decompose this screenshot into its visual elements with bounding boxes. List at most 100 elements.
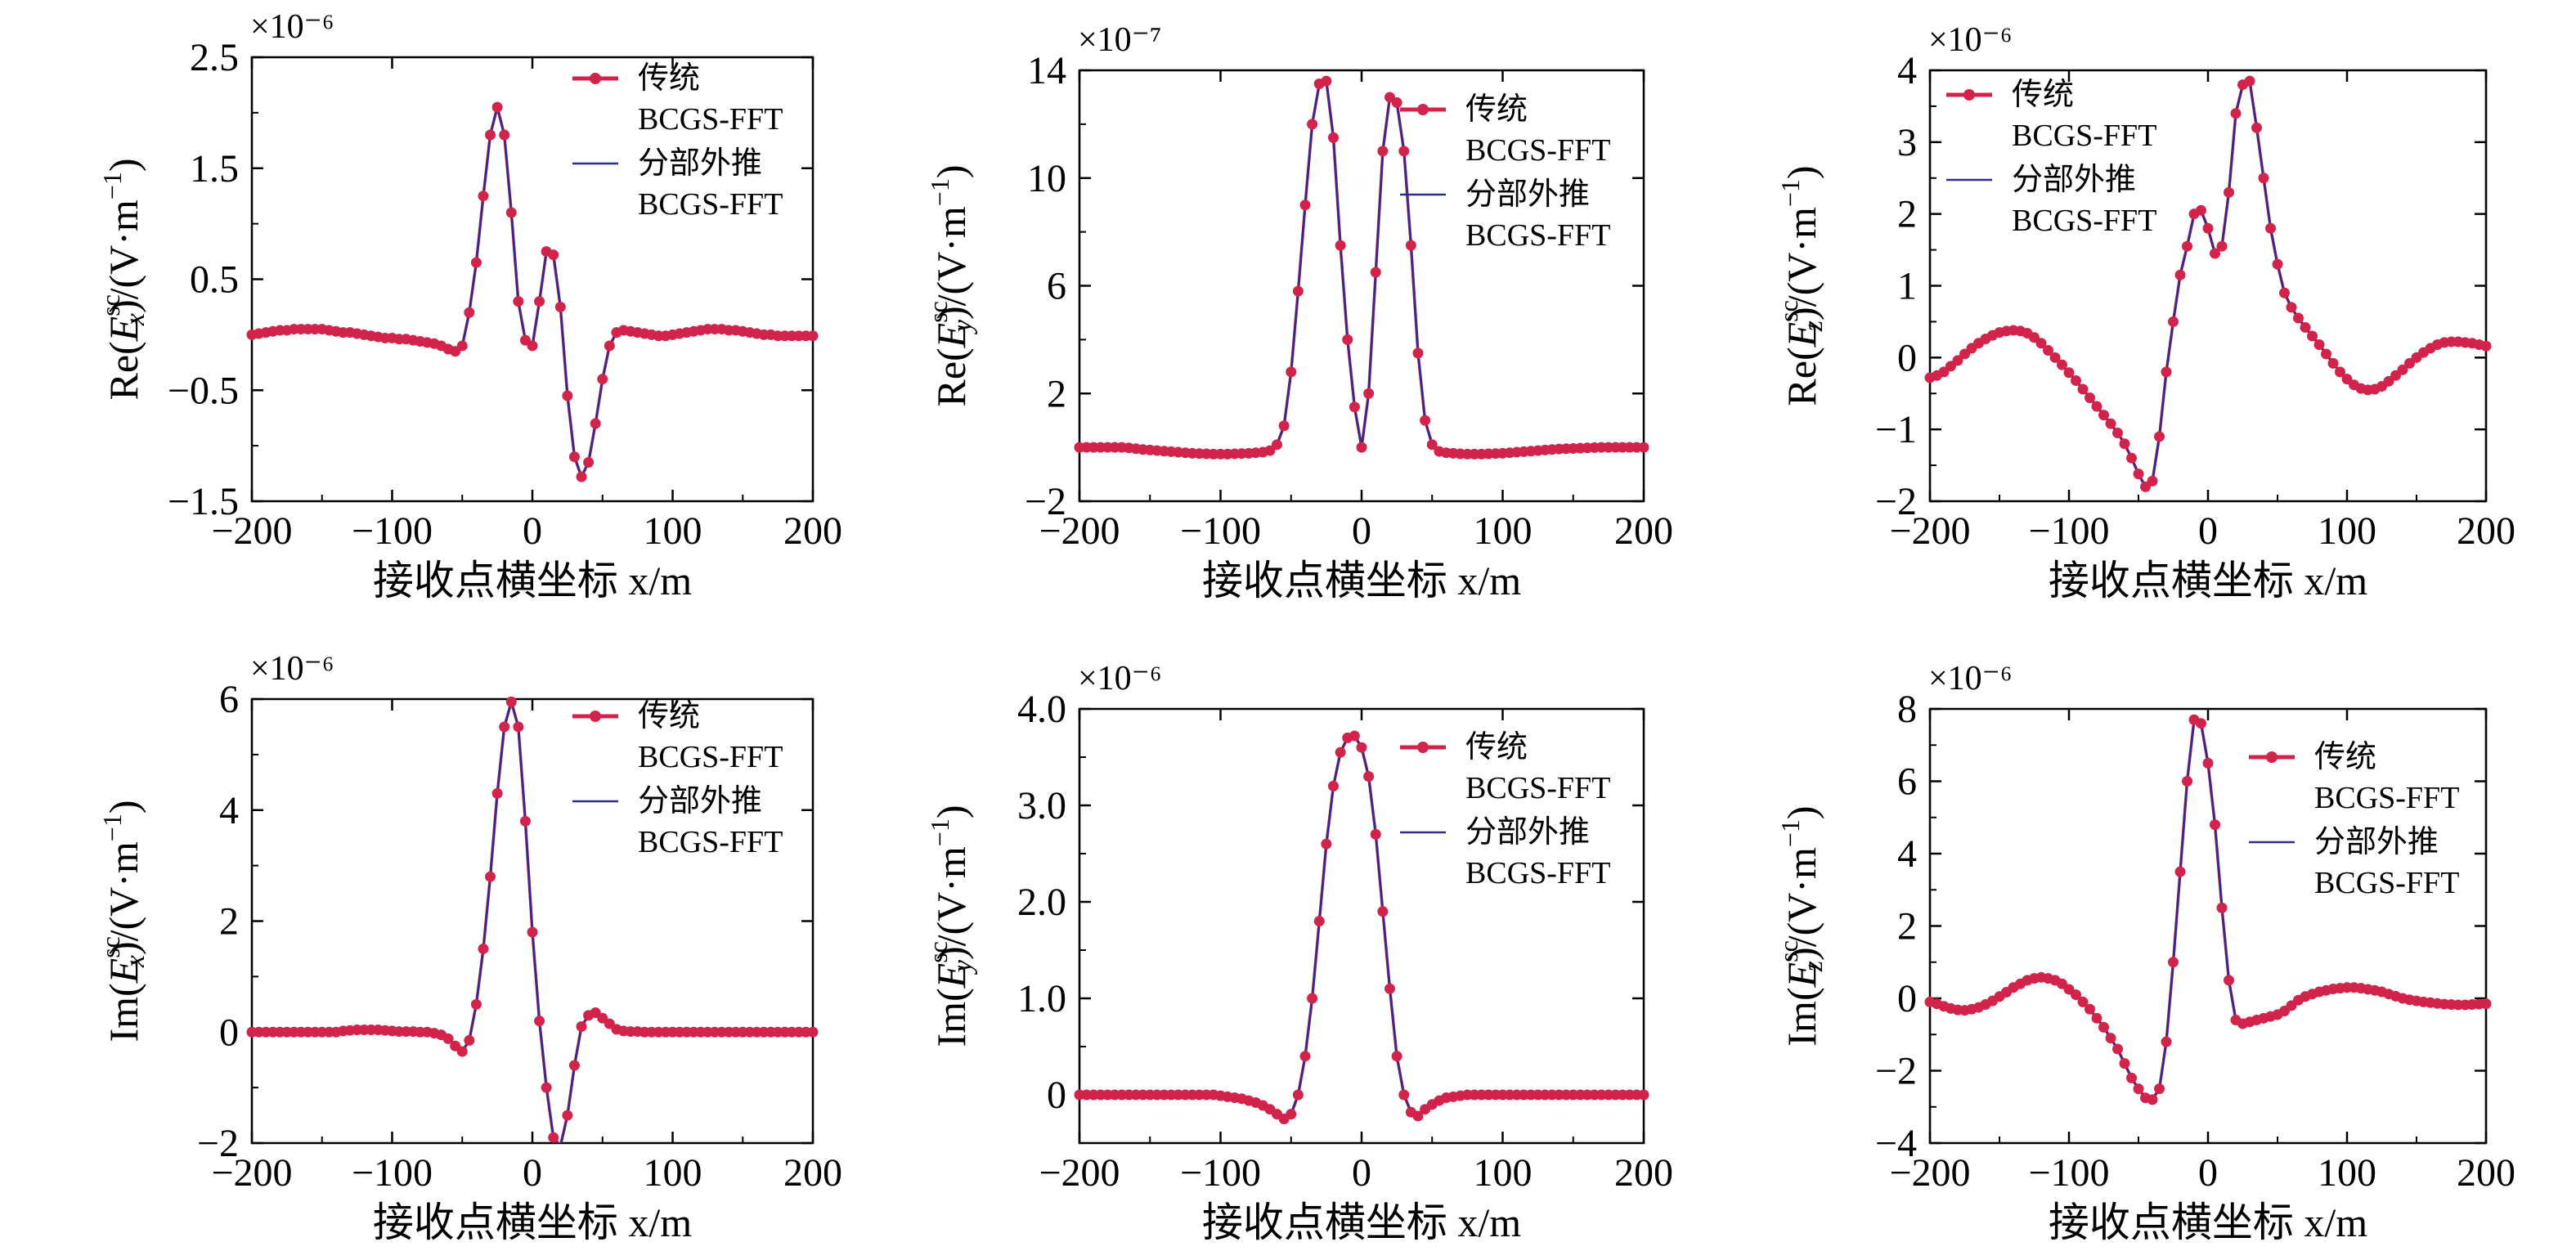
data-point: [534, 296, 545, 307]
data-point: [2119, 1058, 2130, 1069]
data-point: [2035, 338, 2047, 349]
legend-label-line2: BCGS-FFT: [638, 825, 783, 859]
x-tick-label: −100: [352, 509, 433, 553]
y-tick-label: 2.5: [190, 36, 239, 79]
data-point: [1638, 442, 1649, 453]
y-axis-label: Im(Escx)/(V·m−1): [96, 800, 150, 1042]
y-tick-label: 3.0: [1017, 784, 1066, 827]
x-tick-label: 100: [644, 1151, 702, 1195]
legend-label-line2: BCGS-FFT: [2314, 781, 2459, 815]
legend-label-line1: 分部外推: [1465, 815, 1590, 850]
data-point: [1363, 388, 1375, 399]
x-tick-label: 100: [2318, 1151, 2376, 1195]
x-tick-label: −200: [1039, 509, 1120, 553]
data-point: [1398, 146, 1410, 157]
data-point: [2210, 819, 2220, 831]
legend-label-line1: 分部外推: [2012, 163, 2136, 197]
x-tick-label: −100: [2028, 509, 2109, 553]
data-point: [2119, 438, 2130, 450]
legend-marker: [1963, 89, 1975, 101]
y-tick-label: 4.0: [1017, 688, 1066, 731]
data-point: [1307, 119, 1318, 130]
legend-label-line2: BCGS-FFT: [638, 102, 783, 137]
data-point: [807, 1026, 819, 1038]
x-tick-label: 200: [1614, 1151, 1673, 1195]
data-point: [2251, 122, 2262, 133]
legend-label-line2: BCGS-FFT: [2012, 119, 2156, 153]
data-point: [1412, 348, 1424, 359]
x-tick-label: −100: [352, 1151, 433, 1195]
data-point: [478, 943, 489, 954]
data-point: [2480, 340, 2492, 352]
legend-label-line2: BCGS-FFT: [1465, 218, 1610, 253]
data-point: [491, 101, 503, 113]
data-point: [2085, 1003, 2095, 1015]
legend: 传统 BCGS-FFT 分部外推 BCGS-FFT: [572, 699, 783, 859]
data-point: [1638, 1089, 1649, 1101]
y-exponent: ×10⁻⁶: [1928, 21, 2013, 59]
data-point: [505, 696, 517, 707]
data-point: [2077, 383, 2089, 395]
data-point: [527, 340, 538, 352]
x-tick-label: 100: [1474, 1151, 1533, 1195]
x-tick-label: 0: [523, 1151, 542, 1195]
y-tick-label: 0.5: [190, 258, 239, 302]
data-point: [464, 1034, 475, 1046]
data-point: [2147, 475, 2158, 487]
legend-label-line1: 传统: [638, 699, 700, 733]
y-tick-label: −2: [197, 1122, 239, 1165]
y-tick-label: 3: [1897, 121, 1917, 164]
data-point: [2105, 1033, 2116, 1044]
data-point: [470, 998, 482, 1010]
data-point: [1328, 780, 1339, 791]
data-point: [2057, 359, 2067, 370]
data-point: [2154, 1083, 2165, 1095]
data-point: [1299, 1051, 1311, 1062]
data-point: [2321, 348, 2331, 360]
data-point: [597, 374, 608, 385]
data-point: [2085, 392, 2095, 404]
y-tick-label: 10: [1027, 157, 1066, 200]
data-point: [2168, 316, 2179, 327]
x-tick-label: −100: [2028, 1151, 2109, 1195]
legend-label-line1: 分部外推: [638, 784, 762, 818]
x-tick-label: 200: [2457, 1151, 2515, 1195]
y-tick-label: −2: [1025, 480, 1066, 523]
data-point: [2049, 352, 2061, 363]
y-tick-label: 0: [219, 1011, 239, 1054]
data-point: [2147, 1094, 2158, 1105]
y-exponent: ×10⁻⁷: [1078, 21, 1162, 59]
data-point: [2210, 248, 2220, 259]
y-tick-label: 0: [1897, 977, 1917, 1020]
data-point: [1264, 445, 1276, 456]
data-point: [2174, 269, 2186, 280]
chart-im-ez: −200 −100 0 100 200 −4 −2 0 2 4 6 8 ×10⁻⁶ 接收点横坐标 x/m I…: [1774, 660, 2515, 1245]
data-point: [554, 301, 566, 312]
y-axis-label: Re(Escz)/(V·m−1): [1774, 165, 1829, 406]
data-point: [519, 815, 531, 827]
legend-label-line2: BCGS-FFT: [1465, 856, 1610, 890]
chart-im-ey: −200 −100 0 100 200 0 1.0 2.0 3.0 4.0 ×10⁻⁶ 接收点横坐标 …: [923, 660, 1673, 1245]
y-tick-label: 14: [1027, 49, 1066, 92]
data-point: [2202, 757, 2214, 769]
x-tick-label: −200: [1889, 509, 1970, 553]
data-point: [2091, 1012, 2103, 1024]
x-tick-label: −200: [211, 509, 292, 553]
data-point: [2077, 996, 2089, 1007]
data-point: [2397, 364, 2408, 375]
x-axis-label: 接收点横坐标 x/m: [1202, 1199, 1521, 1245]
y-tick-label: 0: [1047, 1074, 1066, 1117]
legend-label-line1: 分部外推: [1465, 177, 1590, 212]
legend-marker: [1417, 104, 1429, 115]
data-point: [1391, 1051, 1402, 1062]
y-exponent: ×10⁻⁶: [1078, 660, 1162, 697]
data-point: [1307, 993, 1318, 1004]
y-tick-label: 4: [1897, 832, 1917, 876]
data-point: [590, 418, 601, 429]
data-point: [1321, 75, 1332, 87]
legend-label-line1: 传统: [2012, 78, 2074, 112]
legend-label-line1: 传统: [2314, 740, 2376, 774]
data-point: [2071, 989, 2081, 1001]
data-point: [1363, 771, 1375, 782]
data-point: [1370, 267, 1381, 278]
